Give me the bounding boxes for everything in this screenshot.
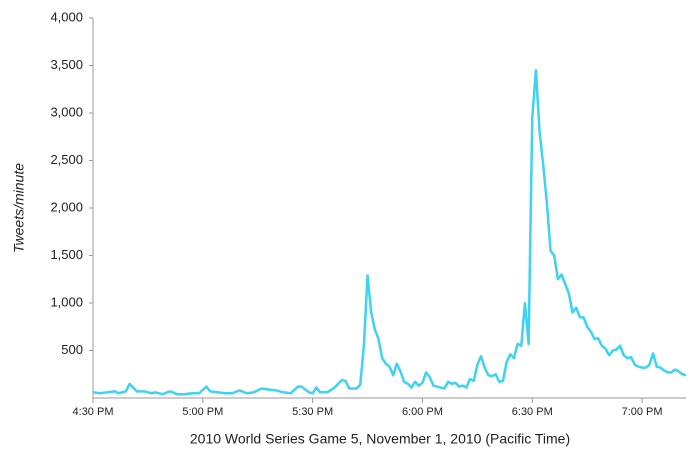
x-tick-label: 4:30 PM xyxy=(73,406,114,418)
y-tick-label: 2,000 xyxy=(50,199,83,214)
x-tick-label: 6:00 PM xyxy=(402,406,443,418)
y-axis-title: Tweets/minute xyxy=(11,163,27,253)
x-tick-label: 5:00 PM xyxy=(182,406,223,418)
x-tick-label: 6:30 PM xyxy=(512,406,553,418)
x-tick-label: 7:00 PM xyxy=(622,406,663,418)
y-tick-label: 1,500 xyxy=(50,247,83,262)
data-line xyxy=(92,69,687,396)
y-tick-label: 3,500 xyxy=(50,57,83,72)
y-tick-label: 2,500 xyxy=(50,152,83,167)
y-tick-label: 500 xyxy=(61,342,83,357)
y-tick-label: 3,000 xyxy=(50,104,83,119)
y-tick-label: 1,000 xyxy=(50,294,83,309)
y-tick-label: 4,000 xyxy=(50,9,83,24)
x-axis-title: 2010 World Series Game 5, November 1, 20… xyxy=(190,431,570,447)
x-tick-label: 5:30 PM xyxy=(292,406,333,418)
